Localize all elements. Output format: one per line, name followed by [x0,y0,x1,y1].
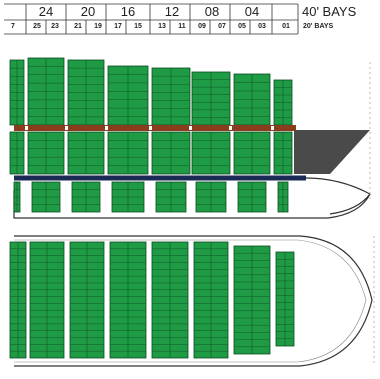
side-lower-hold-stack [238,182,266,212]
side-lower-hold-stack [72,182,100,212]
side-profile-view [10,58,370,218]
hatch-marker [25,126,28,130]
side-deck-stack [68,60,104,125]
side-hold-stack [108,132,148,174]
side-lower-hold-stack [156,182,186,212]
bow-section [294,130,370,174]
side-hold-stack [68,132,104,174]
hull-outline [14,190,370,218]
side-lower-hold-stack [14,182,20,212]
deck-plan-view [10,236,374,366]
side-hold-stack [274,132,292,174]
side-lower-hold-stack [112,182,144,212]
side-hold-stack [10,132,24,174]
side-hold-stack [234,132,270,174]
side-deck-stack [192,72,230,125]
plan-bay-stack [152,242,188,358]
side-deck-stack [108,66,148,125]
side-lower-hold-stack [278,182,288,212]
hatch-marker [271,126,274,130]
hatch-marker [229,126,232,130]
side-deck-stack [10,60,24,125]
side-lower-hold-stack [32,182,60,212]
header-grid [4,4,298,34]
plan-bay-stack [194,242,228,358]
plan-bay-stack [30,242,64,358]
side-deck-stack [274,80,292,125]
side-hold-stack [192,132,230,174]
side-deck-stack [152,68,190,125]
side-hold-stack [28,132,64,174]
hatch-marker [189,126,192,130]
side-deck-stack [28,58,64,125]
side-lower-hold-stack [196,182,226,212]
side-hold-stack [152,132,190,174]
hatch-marker [105,126,108,130]
plan-bay-stack [234,246,270,354]
hatch-marker [149,126,152,130]
plan-bay-stack [110,242,146,358]
hatch-cover-band [14,125,296,131]
side-container-stacks [10,58,292,212]
deck-inner-outline [14,240,366,362]
side-deck-stack [234,74,270,125]
plan-container-stacks [10,242,294,358]
plan-bay-stack [276,252,294,346]
bow-curve [306,178,370,214]
plan-bay-stack [70,242,104,358]
plan-bay-stack [10,242,26,358]
deck-outline [14,236,372,366]
hatch-marker [65,126,68,130]
